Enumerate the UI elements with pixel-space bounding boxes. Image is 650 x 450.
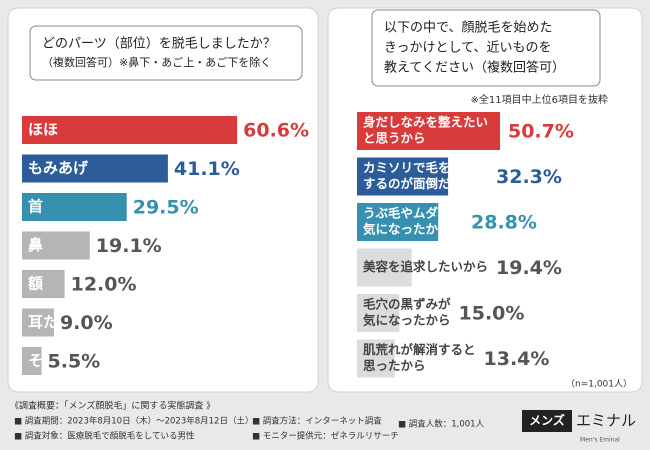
bar (22, 116, 238, 144)
category-label: 耳たぶ (28, 313, 73, 331)
value-label: 29.5% (133, 197, 199, 219)
logo-sub: エミナル (576, 412, 636, 430)
category-label: するのが面倒だから (363, 176, 476, 191)
category-label: もみあげ (28, 159, 89, 177)
title-box (371, 9, 601, 87)
sample-size: （n=1,001人） (566, 379, 632, 390)
bar (22, 231, 90, 260)
title-box (29, 25, 303, 81)
category-label: 鼻 (28, 236, 43, 254)
survey-item: ■ モニター提供元：ゼネラルリサーチ (252, 431, 399, 442)
category-label: うぶ毛やムダ毛が (363, 206, 464, 221)
category-label: 美容を追求したいから (363, 259, 488, 274)
value-label: 19.1% (96, 235, 162, 257)
value-label: 12.0% (71, 274, 137, 296)
chart-title: きっかけとして、近いものを (384, 41, 551, 56)
value-label: 28.8% (471, 212, 537, 234)
category-label: カミソリで毛を処理を (363, 160, 488, 175)
chart-subtitle: （複数回答可）※鼻下・あご上・あご下を除く (42, 55, 271, 69)
bar (22, 347, 42, 375)
category-label: 身だしなみを整えたい (363, 115, 488, 130)
bar (357, 157, 449, 196)
value-label: 60.6% (243, 120, 309, 142)
survey-item: ■ 調査対象：医療脱毛で顔脱毛をしている男性 (14, 431, 195, 442)
logo-tagline: Men's Eminal (580, 437, 620, 444)
right-panel (327, 7, 643, 393)
bar (357, 203, 439, 241)
bar (22, 193, 127, 221)
value-label: 13.4% (484, 348, 550, 370)
value-label: 15.0% (459, 303, 525, 325)
note: ※全11項目中上位6項目を抜粋 (471, 93, 608, 106)
category-label: 思ったから (363, 358, 426, 373)
chart-title: どのパーツ（部位）を脱毛しましたか？ (42, 37, 276, 52)
category-label: と思うから (363, 131, 426, 146)
bar (22, 270, 65, 298)
value-label: 19.4% (496, 257, 562, 279)
chart-title: 以下の中で、顔脱毛を始めた (384, 21, 552, 36)
survey-item: ■ 調査期間：2023年8月10日（木）～2023年8月12日（土） (14, 416, 253, 427)
category-label: 首 (28, 198, 43, 216)
category-label: 気になったから (363, 313, 451, 328)
logo-box (522, 410, 572, 432)
value-label: 32.3% (496, 166, 562, 188)
category-label: 額 (27, 275, 43, 293)
category-label: その他 (28, 352, 73, 370)
survey-item: ■ 調査人数：1,001人 (398, 419, 485, 430)
left-panel (7, 7, 319, 393)
category-label: 毛穴の黒ずみが (363, 297, 451, 312)
value-label: 41.1% (174, 158, 240, 180)
category-label: 肌荒れが解消すると (362, 342, 476, 357)
logo-main: メンズ (529, 413, 565, 428)
bar (357, 294, 400, 332)
bar (357, 339, 395, 378)
category-label: 気になったから (363, 222, 451, 237)
chart-title: 教えてください（複数回答可） (384, 60, 565, 76)
bar (22, 308, 54, 337)
bar (22, 154, 168, 183)
value-label: 9.0% (60, 312, 113, 334)
value-label: 5.5% (48, 351, 101, 373)
category-label: ほほ (28, 121, 58, 139)
survey-item: ■ 調査方法：インターネット調査 (252, 416, 382, 427)
bar (357, 112, 500, 150)
value-label: 50.7% (508, 121, 574, 143)
bar (357, 248, 412, 287)
survey-heading: 《調査概要：「メンズ顔脱毛」に関する実態調査 》 (10, 400, 215, 412)
